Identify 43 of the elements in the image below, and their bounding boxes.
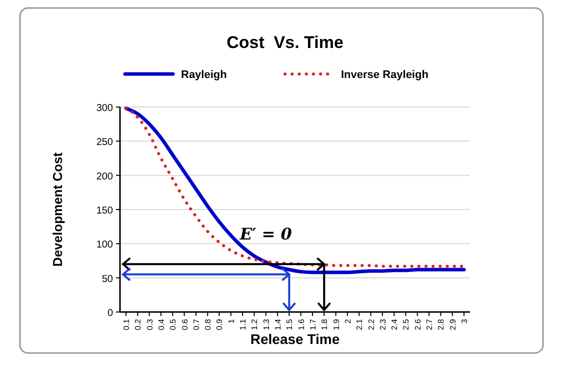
legend-label: Inverse Rayleigh (341, 69, 429, 81)
x-tick-label: 1.9 (332, 318, 341, 330)
y-axis-title: Development Cost (50, 152, 65, 267)
chart-title: Cost Vs. Time (226, 33, 344, 52)
x-tick-label: 0.7 (192, 318, 201, 330)
x-tick-label: 3 (460, 318, 469, 324)
y-tick-label: 200 (96, 171, 114, 182)
y-tick-label: 100 (96, 240, 114, 251)
annotation: E′ = 0 (238, 224, 292, 244)
x-tick-label: 0.2 (134, 318, 143, 330)
y-tick-label: 150 (96, 206, 114, 216)
x-tick-label: 0.8 (204, 318, 213, 330)
x-tick-label: 2.1 (355, 318, 364, 330)
x-tick-label: 1.6 (296, 318, 306, 330)
x-tick-label: 2.7 (425, 318, 434, 330)
x-tick-label: 2.3 (378, 318, 388, 330)
x-tick-label: 1.8 (320, 318, 330, 330)
legend-label: Rayleigh (181, 69, 228, 81)
x-tick-label: 2 (343, 318, 352, 324)
x-tick-label: 2.6 (413, 318, 422, 330)
y-tick-label: 250 (96, 137, 114, 148)
x-tick-label: 0.5 (168, 318, 178, 330)
x-tick-label: 1.5 (285, 318, 294, 330)
x-tick-label: 2.2 (366, 318, 376, 330)
x-tick-label: 2.4 (390, 318, 400, 330)
x-tick-label: 0.1 (122, 318, 131, 330)
x-tick-label: 0.4 (156, 318, 166, 330)
x-tick-label: 1.7 (308, 318, 318, 330)
x-tick-label: 0.9 (215, 318, 224, 330)
y-tick-label: 50 (102, 274, 114, 285)
y-tick-label: 0 (107, 308, 114, 319)
x-tick-label: 1 (226, 318, 236, 324)
x-tick-label: 0.6 (180, 318, 190, 330)
y-tick-label: 300 (96, 103, 114, 114)
x-axis-title: Release Time (250, 331, 340, 347)
x-tick-label: 1.2 (250, 318, 260, 330)
x-tick-label: 2.5 (402, 318, 411, 330)
x-tick-label: 0.3 (145, 318, 154, 330)
x-tick-label: 2.8 (436, 318, 446, 330)
x-tick-label: 1.1 (238, 318, 248, 330)
x-tick-label: 2.9 (448, 318, 458, 330)
x-tick-label: 1.4 (274, 318, 283, 330)
x-tick-label: 1.3 (262, 318, 271, 330)
